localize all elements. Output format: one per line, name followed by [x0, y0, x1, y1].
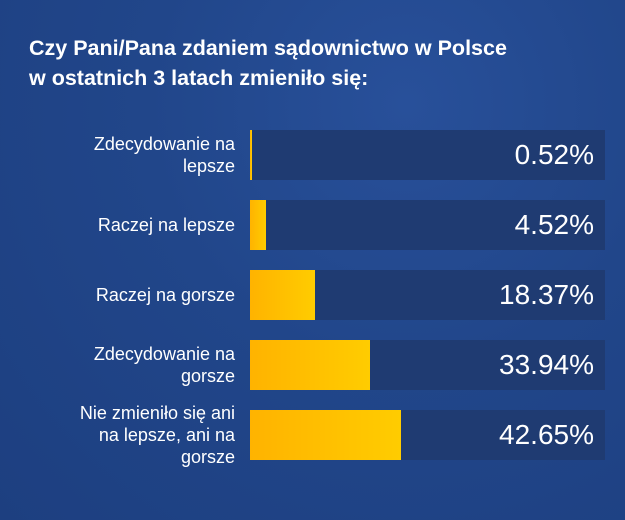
bar-label-line: gorsze — [180, 447, 235, 467]
bar-track: 18.37% — [250, 270, 605, 320]
bar-track: 0.52% — [250, 130, 605, 180]
bar-label-line: Nie zmieniło się ani — [79, 403, 235, 423]
bar-label: Zdecydowanie na gorsze — [5, 343, 235, 387]
bar-label: Zdecydowanie na lepsze — [5, 133, 235, 177]
bar-row-raczej-na-lepsze: Raczej na lepsze 4.52% — [0, 200, 625, 250]
bar-label-line: Zdecydowanie na — [93, 134, 235, 154]
chart-title-line-1: Czy Pani/Pana zdaniem sądownictwo w Pols… — [29, 36, 507, 60]
bar-label: Raczej na gorsze — [5, 284, 235, 306]
bar-fill — [250, 270, 316, 320]
bar-label-line: Zdecydowanie na — [93, 344, 235, 364]
chart-title-line-2: w ostatnich 3 latach zmieniło się: — [29, 66, 369, 90]
bar-label-line: Raczej na lepsze — [97, 215, 235, 235]
bar-row-zdecydowanie-na-gorsze: Zdecydowanie na gorsze 33.94% — [0, 340, 625, 390]
bar-value-label: 4.52% — [514, 209, 594, 240]
bar-label-line: na lepsze, ani na — [98, 425, 235, 445]
bar-fill — [250, 340, 371, 390]
bar-value-label: 0.52% — [514, 139, 594, 170]
bar-track: 4.52% — [250, 200, 605, 250]
bar-label-line: lepsze — [182, 156, 235, 176]
bar-row-raczej-na-gorsze: Raczej na gorsze 18.37% — [0, 270, 625, 320]
bar-row-zdecydowanie-na-lepsze: Zdecydowanie na lepsze 0.52% — [0, 130, 625, 180]
bar-label: Raczej na lepsze — [5, 214, 235, 236]
bar-value-label: 42.65% — [499, 419, 594, 450]
bar-fill — [250, 410, 402, 460]
chart-title: Czy Pani/Pana zdaniem sądownictwo w Pols… — [29, 33, 619, 93]
bar-track: 33.94% — [250, 340, 605, 390]
bar-value-label: 33.94% — [499, 349, 594, 380]
bar-track: 42.65% — [250, 410, 605, 460]
bar-fill — [250, 130, 252, 180]
bar-label-line: Raczej na gorsze — [95, 285, 235, 305]
bar-row-nie-zmienilo-sie: Nie zmieniło się ani na lepsze, ani na g… — [0, 403, 625, 467]
bar-label-line: gorsze — [180, 366, 235, 386]
bar-value-label: 18.37% — [499, 279, 594, 310]
bar-fill — [250, 200, 267, 250]
bar-label: Nie zmieniło się ani na lepsze, ani na g… — [5, 402, 235, 468]
